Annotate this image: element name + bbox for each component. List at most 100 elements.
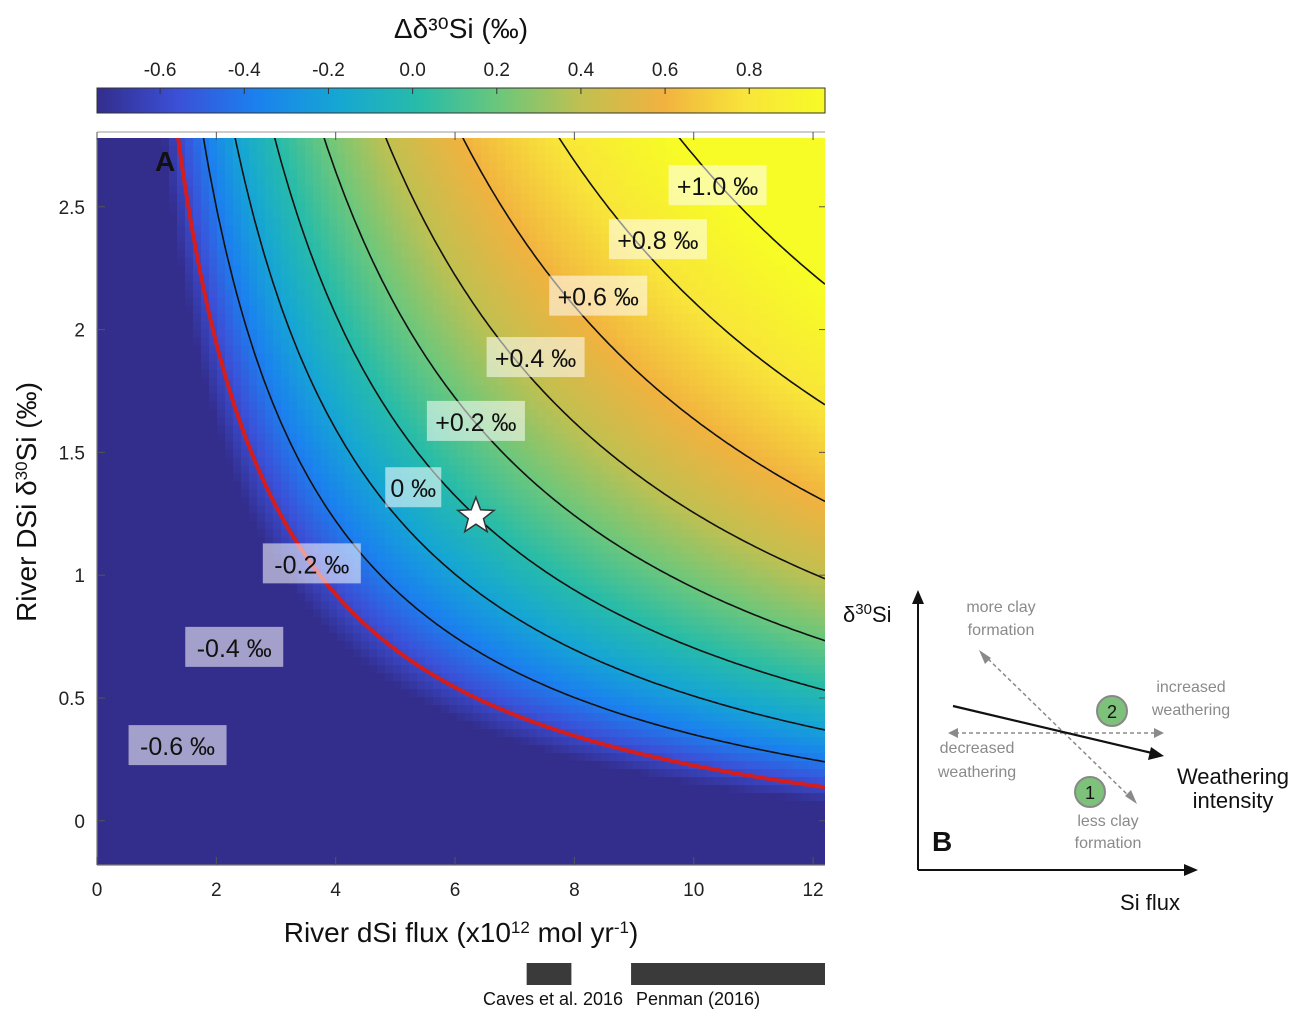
heatmap-cell bbox=[217, 585, 226, 594]
heatmap-cell bbox=[121, 593, 130, 602]
heatmap-cell bbox=[185, 169, 194, 179]
heatmap-cell bbox=[241, 241, 250, 251]
heatmap-cell bbox=[465, 769, 474, 778]
heatmap-cell bbox=[369, 769, 378, 778]
heatmap-cell bbox=[225, 849, 234, 858]
heatmap-cell bbox=[369, 593, 378, 602]
heatmap-cell bbox=[345, 793, 354, 802]
heatmap-cell bbox=[361, 777, 370, 786]
heatmap-cell bbox=[265, 297, 274, 307]
heatmap-cell bbox=[345, 409, 354, 419]
heatmap-cell bbox=[505, 857, 514, 865]
heatmap-cell bbox=[361, 617, 370, 626]
heatmap-cell bbox=[113, 657, 122, 666]
heatmap-cell bbox=[129, 441, 138, 451]
heatmap-cell bbox=[449, 353, 458, 363]
heatmap-cell bbox=[345, 817, 354, 826]
heatmap-cell bbox=[401, 569, 410, 578]
heatmap-cell bbox=[289, 833, 298, 842]
heatmap-cell bbox=[241, 481, 250, 491]
heatmap-cell bbox=[257, 569, 266, 578]
heatmap-cell bbox=[97, 753, 106, 762]
heatmap-cell bbox=[425, 161, 434, 171]
heatmap-cell bbox=[193, 673, 202, 682]
heatmap-cell bbox=[353, 337, 362, 347]
heatmap-cell bbox=[193, 473, 202, 483]
heatmap-cell bbox=[313, 449, 322, 459]
heatmap-cell bbox=[521, 841, 530, 850]
heatmap-cell bbox=[497, 289, 506, 299]
heatmap-cell bbox=[201, 449, 210, 459]
heatmap-cell bbox=[441, 497, 450, 507]
heatmap-cell bbox=[161, 641, 170, 650]
heatmap-cell bbox=[225, 729, 234, 738]
heatmap-cell bbox=[321, 537, 330, 547]
heatmap-cell bbox=[233, 361, 242, 371]
heatmap-cell bbox=[193, 513, 202, 523]
heatmap-cell bbox=[177, 225, 186, 235]
heatmap-cell bbox=[441, 361, 450, 371]
heatmap-cell bbox=[129, 209, 138, 219]
heatmap-cell bbox=[161, 249, 170, 259]
heatmap-cell bbox=[217, 609, 226, 618]
heatmap-cell bbox=[529, 177, 538, 187]
heatmap-cell bbox=[505, 769, 514, 778]
heatmap-cell bbox=[385, 593, 394, 602]
heatmap-cell bbox=[465, 257, 474, 267]
heatmap-cell bbox=[257, 737, 266, 746]
heatmap-cell bbox=[265, 369, 274, 379]
heatmap-cell bbox=[193, 825, 202, 834]
heatmap-cell bbox=[441, 313, 450, 323]
heatmap-cell bbox=[241, 537, 250, 547]
heatmap-cell bbox=[345, 833, 354, 842]
heatmap-cell bbox=[97, 785, 106, 794]
heatmap-cell bbox=[233, 449, 242, 459]
heatmap-cell bbox=[385, 457, 394, 467]
heatmap-cell bbox=[409, 545, 418, 555]
heatmap-cell bbox=[153, 609, 162, 618]
heatmap-cell bbox=[265, 289, 274, 299]
heatmap-cell bbox=[121, 553, 130, 563]
heatmap-cell bbox=[433, 449, 442, 459]
heatmap-cell bbox=[169, 857, 178, 865]
heatmap-cell bbox=[257, 185, 266, 195]
heatmap-cell bbox=[169, 361, 178, 371]
heatmap-cell bbox=[273, 713, 282, 722]
heatmap-cell bbox=[129, 833, 138, 842]
heatmap-cell bbox=[201, 409, 210, 419]
heatmap-cell bbox=[321, 249, 330, 259]
heatmap-cell bbox=[185, 825, 194, 834]
heatmap-cell bbox=[185, 265, 194, 275]
heatmap-cell bbox=[121, 177, 130, 187]
heatmap-cell bbox=[169, 313, 178, 323]
heatmap-cell bbox=[417, 633, 426, 642]
heatmap-cell bbox=[105, 697, 114, 706]
heatmap-cell bbox=[441, 161, 450, 171]
heatmap-cell bbox=[457, 649, 466, 658]
heatmap-cell bbox=[409, 529, 418, 539]
heatmap-cell bbox=[417, 593, 426, 602]
heatmap-cell bbox=[209, 849, 218, 858]
heatmap-cell bbox=[105, 841, 114, 850]
heatmap-cell bbox=[433, 649, 442, 658]
heatmap-cell bbox=[97, 145, 106, 155]
heatmap-cell bbox=[281, 289, 290, 299]
heatmap-cell bbox=[185, 801, 194, 810]
heatmap-cell bbox=[249, 313, 258, 323]
heatmap-cell bbox=[97, 481, 106, 491]
heatmap-cell bbox=[241, 265, 250, 275]
heatmap-cell bbox=[329, 681, 338, 690]
heatmap-cell bbox=[425, 209, 434, 219]
heatmap-cell bbox=[385, 369, 394, 379]
heatmap-cell bbox=[473, 697, 482, 706]
heatmap-cell bbox=[521, 209, 530, 219]
heatmap-cell bbox=[233, 177, 242, 187]
heatmap-cell bbox=[233, 241, 242, 251]
heatmap-cell bbox=[473, 481, 482, 491]
heatmap-cell bbox=[305, 713, 314, 722]
heatmap-cell bbox=[353, 705, 362, 714]
heatmap-cell bbox=[105, 401, 114, 411]
heatmap-cell bbox=[273, 793, 282, 802]
heatmap-cell bbox=[281, 737, 290, 746]
heatmap-cell bbox=[177, 233, 186, 243]
